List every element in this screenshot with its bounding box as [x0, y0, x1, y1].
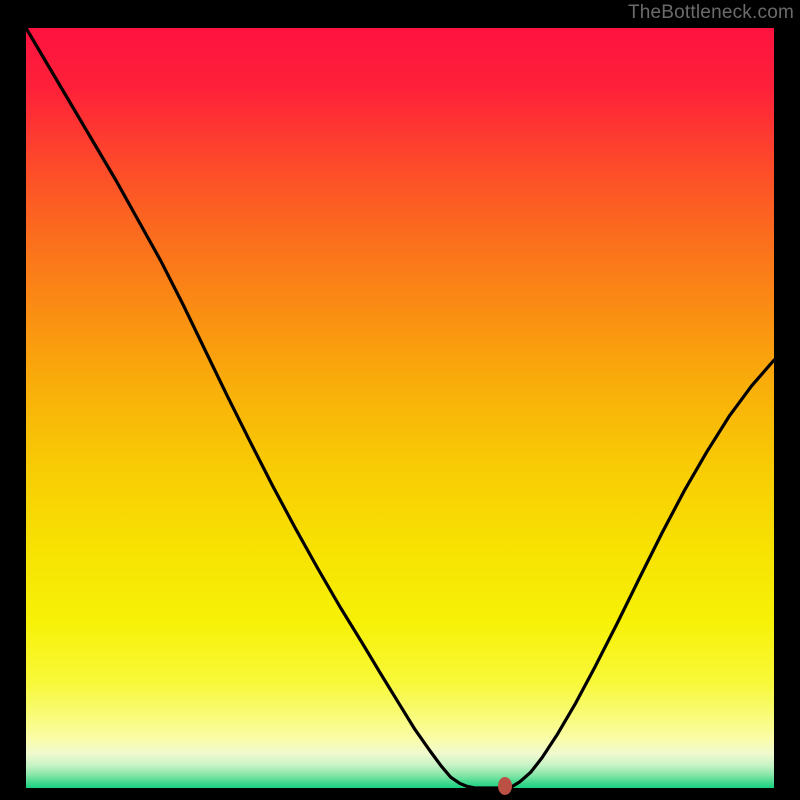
plot-area	[26, 28, 774, 788]
optimal-point-marker	[498, 777, 512, 795]
attribution-label: TheBottleneck.com	[628, 2, 794, 24]
bottleneck-curve	[26, 28, 774, 788]
curve-path	[26, 28, 774, 788]
chart-frame: TheBottleneck.com	[0, 0, 800, 800]
